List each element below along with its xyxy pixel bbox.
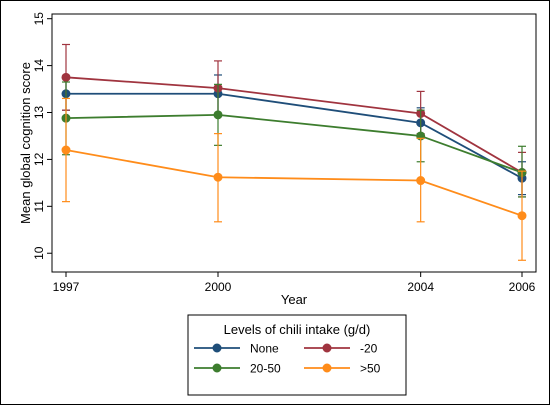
data-point — [213, 172, 223, 182]
x-axis: 1997 2000 2004 2006 — [53, 272, 536, 294]
legend-label: 20-50 — [250, 362, 281, 376]
x-tick-label: 2000 — [205, 280, 232, 294]
y-tick-label: 10 — [32, 246, 46, 260]
legend-swatch-marker — [212, 363, 222, 373]
x-tick-label: 2006 — [509, 280, 536, 294]
data-point — [61, 145, 71, 155]
y-tick-label: 12 — [32, 152, 46, 166]
legend-item: None — [194, 342, 279, 356]
data-point — [213, 110, 223, 120]
legend: Levels of chili intake (g/d) None -20 20-5… — [187, 314, 407, 396]
legend-box — [187, 314, 407, 396]
legend-items: None -20 20-50 >50 — [194, 342, 381, 376]
y-tick-label: 15 — [32, 12, 46, 26]
y-tick-label: 11 — [32, 200, 46, 213]
data-point — [416, 176, 426, 186]
legend-title: Levels of chili intake (g/d) — [224, 322, 371, 337]
y-tick-label: 13 — [32, 106, 46, 120]
y-axis-label: Mean global cognition score — [18, 62, 33, 224]
x-tick-label: 2004 — [407, 280, 434, 294]
legend-item: -20 — [304, 342, 378, 356]
legend-item: >50 — [304, 362, 381, 376]
legend-swatch-marker — [212, 343, 222, 353]
y-tick-label: 14 — [32, 59, 46, 73]
data-point — [61, 72, 71, 82]
legend-label: None — [250, 342, 279, 356]
series-3 — [61, 97, 527, 261]
series-layer — [61, 43, 527, 261]
plot-area — [51, 13, 537, 273]
legend-item: 20-50 — [194, 362, 281, 376]
data-point — [517, 211, 527, 221]
legend-swatch-marker — [322, 343, 332, 353]
x-tick-label: 1997 — [53, 280, 80, 294]
legend-swatch-marker — [322, 363, 332, 373]
series-line — [65, 76, 523, 174]
series-line — [66, 92, 523, 179]
y-axis: 10 11 12 13 14 15 — [32, 12, 52, 260]
legend-label: -20 — [360, 342, 378, 356]
legend-label: >50 — [360, 362, 381, 376]
series-line — [65, 113, 523, 174]
series-line — [65, 149, 523, 217]
x-axis-label: Year — [281, 292, 308, 307]
